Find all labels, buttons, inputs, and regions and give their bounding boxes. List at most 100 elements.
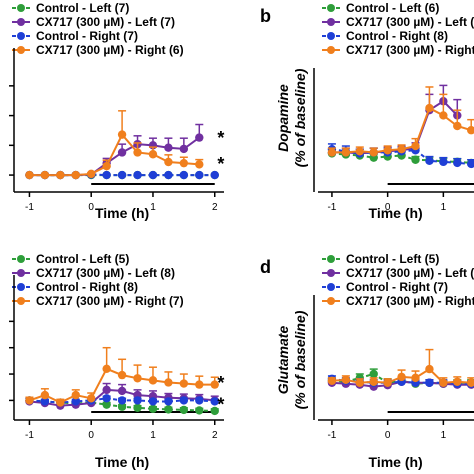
data-point bbox=[71, 390, 80, 400]
data-point bbox=[341, 148, 351, 157]
data-point bbox=[179, 396, 189, 405]
data-point bbox=[102, 400, 111, 409]
data-point bbox=[467, 159, 474, 169]
legend-swatch-marker bbox=[17, 32, 25, 40]
data-point bbox=[195, 396, 204, 405]
data-point bbox=[453, 121, 462, 131]
legend-entry: Control - Right (7) bbox=[346, 280, 448, 294]
data-point bbox=[195, 160, 204, 169]
data-point bbox=[425, 156, 434, 165]
data-point bbox=[425, 364, 434, 374]
legend-entry: Control - Left (7) bbox=[36, 1, 129, 15]
data-point bbox=[425, 103, 434, 113]
series-line bbox=[331, 152, 472, 164]
data-point bbox=[341, 375, 351, 385]
data-point bbox=[25, 396, 34, 405]
data-point bbox=[397, 145, 406, 154]
x-tick-label: 0 bbox=[88, 430, 94, 441]
legend-swatch-marker bbox=[17, 18, 25, 26]
legend-entry: CX717 (300 µM) - Left (5) bbox=[346, 266, 474, 280]
data-point bbox=[164, 157, 173, 167]
data-point bbox=[164, 170, 173, 180]
legend-entry: Control - Right (8) bbox=[36, 280, 138, 294]
data-point bbox=[179, 158, 189, 168]
data-point bbox=[117, 170, 127, 180]
data-point bbox=[117, 130, 127, 139]
data-point bbox=[327, 376, 337, 385]
panel-letter: b bbox=[260, 6, 271, 26]
legend-entry: Control - Right (8) bbox=[346, 29, 448, 43]
significance-star: * bbox=[217, 395, 224, 415]
data-point bbox=[148, 170, 158, 180]
series-line bbox=[29, 132, 200, 177]
data-point bbox=[148, 150, 158, 159]
significance-star: * bbox=[217, 154, 224, 174]
legend-swatch-marker bbox=[327, 32, 335, 40]
data-point bbox=[164, 397, 173, 406]
data-point bbox=[195, 406, 204, 415]
legend-entry: CX717 (300 µM) - Left (8) bbox=[36, 266, 175, 280]
legend-entry: CX717 (300 µM) - Right (7) bbox=[346, 294, 474, 308]
legend-swatch-marker bbox=[327, 269, 335, 277]
data-point bbox=[327, 148, 337, 157]
data-point bbox=[148, 397, 158, 406]
data-point bbox=[195, 170, 204, 180]
significance-star: * bbox=[217, 373, 224, 393]
data-point bbox=[411, 155, 420, 164]
data-point bbox=[210, 380, 219, 389]
data-point bbox=[102, 364, 111, 373]
legend-entry: Control - Left (5) bbox=[36, 252, 129, 266]
data-point bbox=[439, 157, 448, 167]
data-point bbox=[397, 372, 406, 382]
data-point bbox=[71, 170, 80, 180]
data-point bbox=[164, 143, 173, 152]
series-line bbox=[29, 136, 200, 177]
panel-a: Control - Left (7)CX717 (300 µM) - Left … bbox=[9, 1, 224, 221]
data-point bbox=[425, 378, 434, 387]
significance-star: * bbox=[217, 128, 224, 148]
data-point bbox=[56, 398, 65, 407]
data-point bbox=[102, 385, 111, 395]
legend-entry: CX717 (300 µM) - Right (6) bbox=[36, 43, 184, 57]
legend-swatch-marker bbox=[17, 4, 25, 12]
data-point bbox=[179, 405, 189, 415]
legend-entry: CX717 (300 µM) - Left (7) bbox=[36, 15, 175, 29]
legend-swatch-marker bbox=[17, 297, 25, 305]
x-tick-label: 1 bbox=[150, 202, 156, 213]
data-point bbox=[195, 133, 204, 142]
data-point bbox=[355, 147, 364, 156]
legend-swatch-marker bbox=[327, 18, 335, 26]
legend-swatch-marker bbox=[327, 4, 335, 12]
data-point bbox=[117, 396, 127, 405]
legend-entry: CX717 (300 µM) - Right (7) bbox=[346, 43, 474, 57]
data-point bbox=[133, 170, 142, 180]
data-point bbox=[133, 374, 142, 383]
data-point bbox=[411, 373, 420, 383]
data-point bbox=[164, 378, 173, 387]
x-tick-label: 0 bbox=[385, 430, 391, 441]
x-tick-label: 0 bbox=[385, 202, 391, 213]
data-point bbox=[179, 144, 189, 154]
data-point bbox=[453, 158, 462, 168]
y-axis-title: Glutamate(% of baseline) bbox=[275, 310, 308, 409]
data-point bbox=[133, 396, 142, 405]
data-point bbox=[71, 397, 80, 406]
legend-swatch-marker bbox=[17, 283, 25, 291]
y-axis-title: Dopamine(% of baseline) bbox=[275, 68, 308, 167]
x-tick-label: -1 bbox=[327, 202, 336, 213]
data-point bbox=[117, 148, 127, 157]
data-point bbox=[148, 376, 158, 385]
data-point bbox=[133, 403, 142, 412]
legend-swatch-marker bbox=[17, 255, 25, 263]
panel-b: b Control - Left (6)CX717 (300 µM) - Left… bbox=[260, 1, 474, 221]
panel-d: d Control - Left (5)CX717 (300 µM) - Left… bbox=[260, 252, 474, 470]
data-point bbox=[453, 377, 462, 386]
x-tick-label: 0 bbox=[88, 202, 94, 213]
data-point bbox=[467, 126, 474, 135]
data-point bbox=[179, 170, 189, 180]
data-point bbox=[210, 406, 219, 416]
x-axis-title: Time (h) bbox=[369, 454, 423, 470]
data-point bbox=[369, 369, 378, 379]
legend-entry: CX717 (300 µM) - Left (7) bbox=[346, 15, 474, 29]
legend-swatch-marker bbox=[17, 46, 25, 54]
